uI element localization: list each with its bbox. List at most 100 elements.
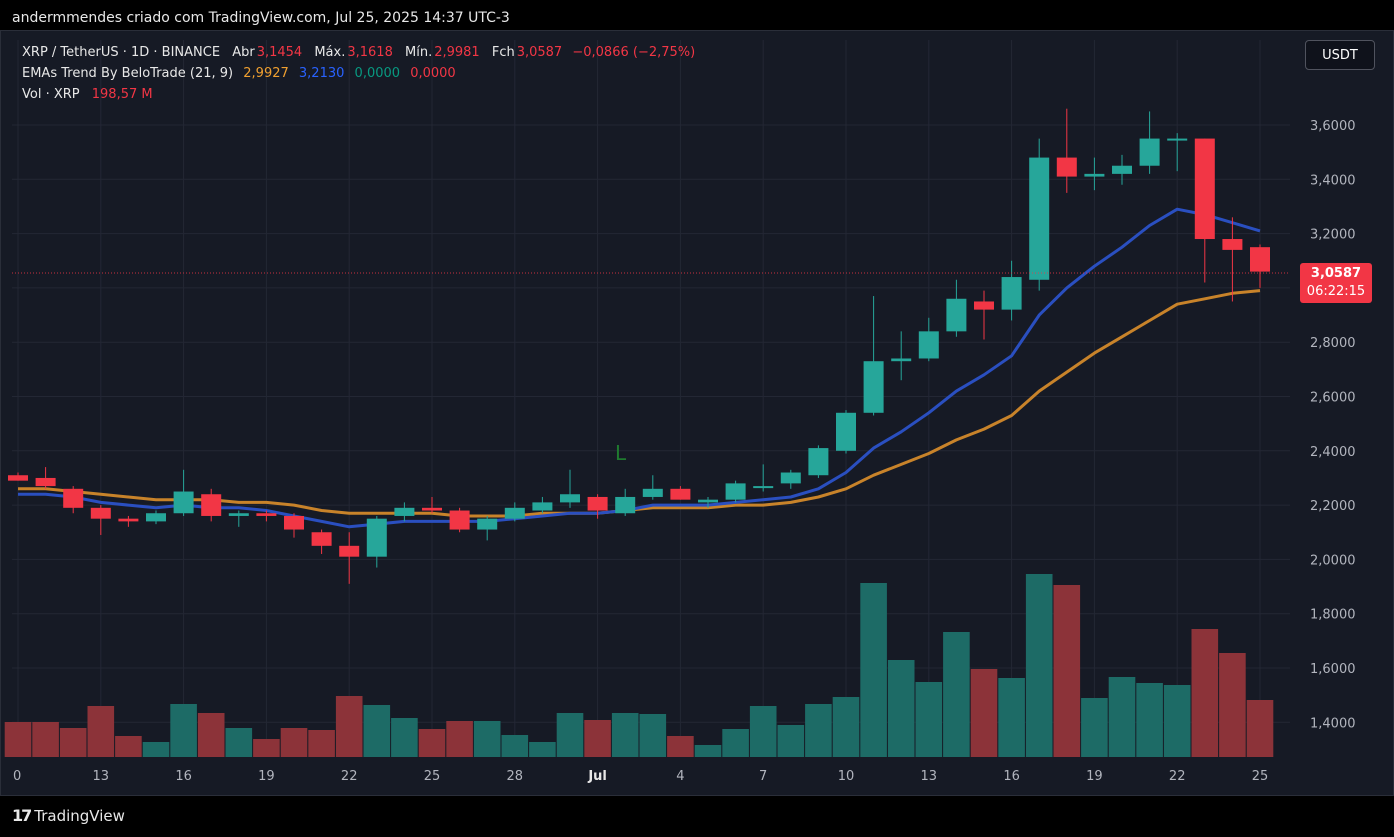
volume-bar [335,696,363,757]
y-tick-label: 1,4000 [1310,716,1356,731]
candle-body [725,483,746,500]
x-tick-label: 19 [258,769,275,784]
candle-body [173,491,194,514]
candle [35,467,56,489]
candle [311,529,332,554]
x-tick-label: 19 [1086,769,1103,784]
high-value: 3,1618 [347,45,393,60]
candle [836,410,856,454]
volume-bar [556,713,584,757]
candle-body [228,513,249,516]
price-chart[interactable]: 1,4000 1,6000 1,8000 2,0000 2,2000 2,4000 2,60… [0,30,1394,796]
candle [477,515,498,541]
volume-bar [887,660,915,757]
candle [118,515,139,527]
volume-bar [639,714,667,757]
candle-body [587,496,608,511]
y-tick-label: 3,2000 [1310,228,1356,243]
ema21-line [18,289,1261,518]
y-tick-label: 1,6000 [1310,662,1356,677]
candle [228,510,249,527]
volume-bar [1053,585,1081,757]
volume-bar [4,722,32,757]
candle [63,486,84,514]
currency-button[interactable]: USDT [1305,40,1375,70]
candle [753,464,774,492]
volume-bar [142,742,170,757]
candle-body [918,331,939,359]
candle-body [311,532,332,546]
volume-bar [59,728,87,757]
bar-countdown: 06:22:15 [1306,284,1366,299]
candle-body [504,507,525,519]
tradingview-logo[interactable]: 17 TradingView [12,806,125,825]
candle-body [118,518,139,522]
volume-bar [943,632,970,757]
last-price-tag: 3,0587 06:22:15 [1300,263,1372,303]
candle [449,507,470,533]
y-tick-label: 2,2000 [1310,499,1356,514]
candle-body [642,488,663,497]
close-value: 3,0587 [516,45,563,60]
volume-bar [667,736,694,757]
candle [90,505,111,535]
candle [504,502,525,522]
legend-row-volume[interactable]: Vol · XRP 198,57 M [22,87,155,102]
candle [1029,138,1050,291]
candle-body [670,488,691,500]
volume-label[interactable]: Vol · XRP [22,87,80,102]
candle-body [1167,138,1188,141]
ema9-value: 3,2130 [298,66,345,81]
volume-bar [501,735,529,757]
volume-bar [1219,653,1246,757]
symbol-name[interactable]: XRP / TetherUS · 1D · BINANCE [22,45,221,60]
x-tick-label: 25 [424,769,441,784]
candle-body [146,513,166,522]
y-tick-label: 1,8000 [1310,608,1356,623]
volume-bar [1136,683,1163,757]
ema21-value: 2,9927 [243,66,289,81]
volume-bar [225,728,253,757]
tradingview-mark-icon: 17 [12,806,32,825]
ema-indicator-name[interactable]: EMAs Trend By BeloTrade (21, 9) [22,66,234,81]
candle-body [753,486,774,489]
open-label: Abr [232,45,255,60]
volume-bar [998,678,1025,757]
candle-body [201,494,222,516]
candle [725,480,746,503]
candle [1056,108,1077,193]
candle [256,510,277,522]
volume-bar [584,720,611,757]
close-label: Fch [491,45,515,60]
candle-body [974,301,994,310]
y-tick-label: 2,6000 [1310,391,1356,406]
volume-bar [1108,677,1136,757]
candle [863,296,884,416]
candle-body [477,518,498,530]
y-tick-label: 3,4000 [1310,173,1356,188]
volume-bar [391,718,418,757]
volume-bar [611,713,639,757]
candle [918,317,939,362]
volume-bar [749,706,777,757]
candle-body [946,298,967,332]
candle-body [63,488,84,508]
last-price-value: 3,0587 [1310,266,1362,281]
x-tick-label: 0 [13,769,21,784]
x-tick-label: 28 [507,769,524,784]
volume-bar [418,729,446,757]
candle [587,494,608,519]
x-tick-label: Jul [587,769,607,784]
legend-row-ema[interactable]: EMAs Trend By BeloTrade (21, 9) 2,9927 3… [22,66,458,81]
candle-body [615,496,636,514]
candle-body [1001,277,1022,310]
y-tick-label: 2,4000 [1310,445,1356,460]
candles [8,108,1270,584]
candle [615,488,636,516]
high-label: Máx. [314,45,346,60]
candle [1250,244,1270,288]
volume-bar [1081,698,1108,757]
volume-bar [529,742,556,757]
candle-body [1222,239,1243,250]
x-tick-label: 13 [93,769,110,784]
